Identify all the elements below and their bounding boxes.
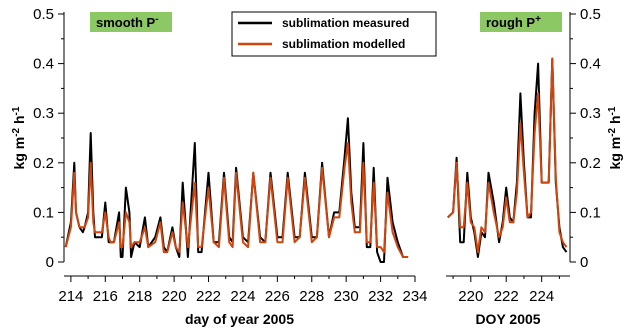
y-tick-label: 0 [46, 254, 54, 271]
panel-label-main: smooth P [96, 15, 156, 30]
x-tick-label: 222 [494, 288, 519, 305]
y-tick-label: 0.2 [580, 155, 601, 172]
y-tick-label: 0.4 [33, 56, 54, 73]
y-axis-title-left: kg m-2 h-1 [11, 106, 27, 169]
panel-label-background [480, 12, 562, 32]
x-tick-label: 220 [458, 288, 483, 305]
panel-smooth: 0 0.1 0.2 0.3 0.4 0.5 214 216 218 220 222 224 226 228… [33, 6, 427, 327]
panel-label-sup: + [535, 14, 541, 25]
x-tick-label: 220 [162, 288, 187, 305]
y-tick-label: 0.4 [580, 56, 601, 73]
x-axis-title: day of year 2005 [185, 311, 294, 327]
y-tick-label: 0.2 [33, 155, 54, 172]
y-tick-label: 0.1 [580, 204, 601, 221]
x-tick-label: 228 [299, 288, 324, 305]
legend-label-modelled: sublimation modelled [282, 37, 405, 51]
x-tick-label: 216 [93, 288, 118, 305]
y-tick-label: 0.3 [33, 105, 54, 122]
x-tick-label: 222 [196, 288, 221, 305]
panel-label: smooth P- [96, 14, 159, 30]
x-tick-label: 226 [265, 288, 290, 305]
y-tick-label: 0.1 [33, 204, 54, 221]
series-line-modelled [64, 142, 409, 258]
x-tick-label: 232 [368, 288, 393, 305]
y-tick-label: 0.3 [580, 105, 601, 122]
x-axis-title: DOY 2005 [475, 311, 540, 327]
x-tick-label: 224 [230, 288, 255, 305]
panel-label: rough P+ [486, 14, 541, 30]
y-tick-label: 0.5 [580, 6, 601, 23]
x-tick-label: 230 [334, 288, 359, 305]
x-tick-label: 214 [58, 288, 83, 305]
x-tick-label: 224 [529, 288, 554, 305]
panel-label-background [90, 12, 172, 32]
panel-label-sup: - [155, 14, 158, 25]
y-axis-title-right: kg m-2 h-1 [607, 106, 623, 169]
x-tick-label: 218 [127, 288, 152, 305]
y-tick-label: 0.5 [33, 6, 54, 23]
panel-label-main: rough P [486, 15, 535, 30]
series-line-modelled [447, 57, 568, 254]
panel-rough: 0 0.1 0.2 0.3 0.4 0.5 220 222 224 DOY 2005 rough P… [446, 6, 601, 327]
x-tick-label: 234 [402, 288, 427, 305]
legend-label-measured: sublimation measured [282, 16, 409, 30]
y-tick-label: 0 [580, 254, 588, 271]
legend-box [231, 11, 437, 57]
legend: sublimation measured sublimation modelle… [231, 11, 437, 57]
